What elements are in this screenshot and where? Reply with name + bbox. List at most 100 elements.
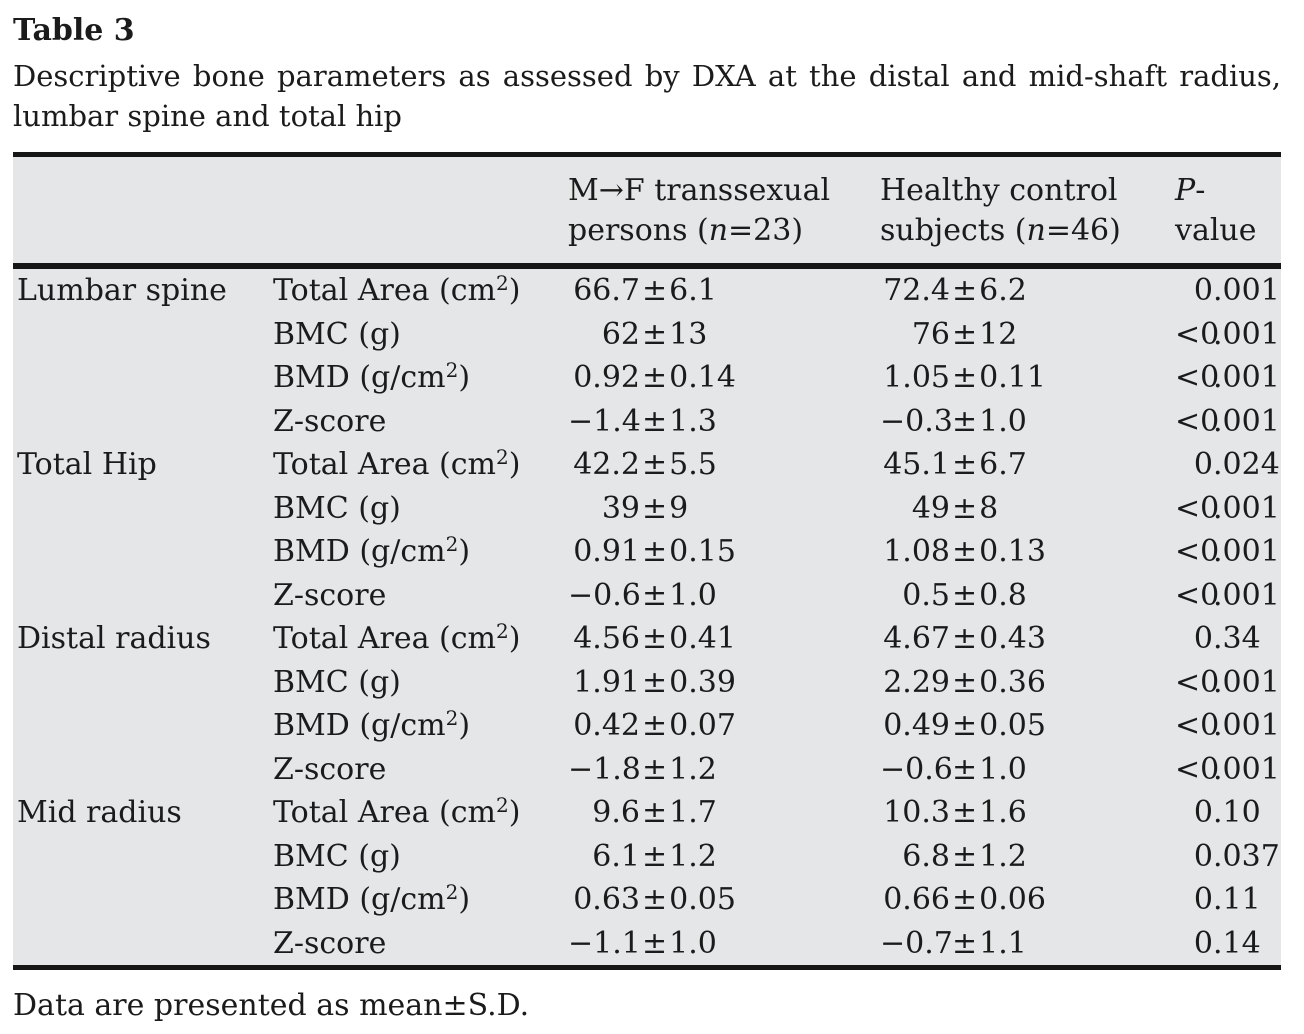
value-p: <0.001 xyxy=(1175,534,1280,569)
header-control-line1: Healthy control xyxy=(880,173,1118,208)
table-row: Lumbar spine Total Area (cm2) 66.7±6.1 7… xyxy=(13,269,1281,313)
value-control: 2.29±0.36 xyxy=(883,664,1046,700)
value-p: 0.10 xyxy=(1193,795,1261,830)
table-row: BMD (g/cm2) 0.42±0.07 0.49±0.05 <0.001 xyxy=(13,704,1281,748)
row-region: Lumbar spine xyxy=(17,273,227,308)
superscript: 2 xyxy=(495,793,509,817)
row-region xyxy=(13,356,273,400)
row-parameter: BMC (g) xyxy=(273,664,401,700)
row-parameter: BMC (g) xyxy=(273,490,401,526)
row-parameter: BMD (g/cm2) xyxy=(273,880,471,917)
value-mf: 0.42±0.07 xyxy=(573,708,736,743)
value-control: 4.67±0.43 xyxy=(883,621,1046,656)
value-p: 0.11 xyxy=(1193,882,1261,917)
row-parameter: Z-score xyxy=(273,577,387,613)
superscript: 2 xyxy=(445,358,459,382)
value-p: 0.037 xyxy=(1193,838,1280,874)
value-p: <0.001 xyxy=(1175,403,1280,439)
table-caption: Descriptive bone parameters as assessed … xyxy=(13,56,1281,136)
superscript: 2 xyxy=(445,706,459,730)
value-mf: 4.56±0.41 xyxy=(573,621,736,656)
row-region xyxy=(13,574,273,618)
row-parameter: BMC (g) xyxy=(273,838,401,874)
value-mf: 1.91±0.39 xyxy=(573,664,736,700)
value-mf: −1.4±1.3 xyxy=(568,403,717,439)
value-p: <0.001 xyxy=(1175,751,1280,787)
value-p: <0.001 xyxy=(1175,664,1280,700)
value-control: −0.6±1.0 xyxy=(880,751,1027,787)
row-parameter: Total Area (cm2) xyxy=(273,271,521,308)
value-control: 0.5±0.8 xyxy=(902,577,1027,613)
table-row: BMC (g) 39±9 49±8 <0.001 xyxy=(13,487,1281,531)
superscript: 2 xyxy=(495,619,509,643)
superscript: 2 xyxy=(445,880,459,904)
table-row: BMC (g) 6.1±1.2 6.8±1.2 0.037 xyxy=(13,835,1281,879)
data-table: M→F transsexual persons (n=23) Healthy c… xyxy=(13,152,1281,970)
row-region xyxy=(13,487,273,531)
row-region xyxy=(13,835,273,879)
value-control: 1.05±0.11 xyxy=(883,360,1046,395)
value-p: 0.001 xyxy=(1193,273,1280,308)
row-region xyxy=(13,878,273,922)
header-mf-line1: M→F transsexual xyxy=(568,173,831,208)
value-p: <0.001 xyxy=(1175,316,1280,352)
table-row: Z-score −1.1±1.0 −0.7±1.1 0.14 xyxy=(13,922,1281,966)
caption-line-2: lumbar spine and total hip xyxy=(13,99,402,133)
value-p: 0.024 xyxy=(1193,447,1280,482)
value-mf: 0.92±0.14 xyxy=(573,360,736,395)
header-control-column: Healthy control subjects (n=46) xyxy=(880,171,1175,263)
row-parameter: BMD (g/cm2) xyxy=(273,706,471,743)
value-control: −0.3±1.0 xyxy=(880,403,1027,439)
row-parameter: Total Area (cm2) xyxy=(273,445,521,482)
value-mf: 0.91±0.15 xyxy=(573,534,736,569)
superscript: 2 xyxy=(445,532,459,556)
row-parameter: BMC (g) xyxy=(273,316,401,352)
value-mf: −1.8±1.2 xyxy=(568,751,717,787)
table-row: Total Hip Total Area (cm2) 42.2±5.5 45.1… xyxy=(13,443,1281,487)
value-control: 6.8±1.2 xyxy=(902,838,1027,874)
table-row: BMD (g/cm2) 0.63±0.05 0.66±0.06 0.11 xyxy=(13,878,1281,922)
table-row: Z-score −0.6±1.0 0.5±0.8 <0.001 xyxy=(13,574,1281,618)
header-mf-column: M→F transsexual persons (n=23) xyxy=(568,171,880,263)
value-mf: 66.7±6.1 xyxy=(573,273,717,308)
row-region xyxy=(13,748,273,792)
value-control: 72.4±6.2 xyxy=(883,273,1027,308)
row-region xyxy=(13,922,273,966)
value-p: 0.14 xyxy=(1193,925,1261,961)
header-pvalue-column: P-value xyxy=(1175,173,1257,248)
table-row: BMD (g/cm2) 0.91±0.15 1.08±0.13 <0.001 xyxy=(13,530,1281,574)
table-bottom-rule xyxy=(13,965,1281,970)
value-control: 0.66±0.06 xyxy=(883,882,1046,917)
value-control: 76±12 xyxy=(911,316,1018,352)
table-footnote: Data are presented as mean±S.D. xyxy=(13,988,530,1023)
row-parameter: Z-score xyxy=(273,925,387,961)
value-p: <0.001 xyxy=(1175,360,1280,395)
value-mf: 9.6±1.7 xyxy=(592,795,717,830)
row-parameter: BMD (g/cm2) xyxy=(273,532,471,569)
table-header-row: M→F transsexual persons (n=23) Healthy c… xyxy=(13,157,1281,269)
caption-line-1: Descriptive bone parameters as assessed … xyxy=(13,59,1281,93)
table-row: Mid radius Total Area (cm2) 9.6±1.7 10.3… xyxy=(13,791,1281,835)
value-p: <0.001 xyxy=(1175,490,1280,526)
row-parameter: Total Area (cm2) xyxy=(273,793,521,830)
value-mf: 0.63±0.05 xyxy=(573,882,736,917)
table-row: Distal radius Total Area (cm2) 4.56±0.41… xyxy=(13,617,1281,661)
table-body: Lumbar spine Total Area (cm2) 66.7±6.1 7… xyxy=(13,269,1281,965)
header-region-column xyxy=(13,171,273,263)
superscript: 2 xyxy=(495,271,509,295)
row-parameter: Z-score xyxy=(273,751,387,787)
table-row: BMC (g) 62±13 76±12 <0.001 xyxy=(13,313,1281,357)
row-parameter: BMD (g/cm2) xyxy=(273,358,471,395)
table-row: Z-score −1.4±1.3 −0.3±1.0 <0.001 xyxy=(13,400,1281,444)
superscript: 2 xyxy=(495,445,509,469)
row-region: Total Hip xyxy=(17,447,157,482)
value-control: 45.1±6.7 xyxy=(883,447,1027,482)
row-region xyxy=(13,400,273,444)
value-mf: −1.1±1.0 xyxy=(568,925,717,961)
value-mf: −0.6±1.0 xyxy=(568,577,717,613)
table-row: BMD (g/cm2) 0.92±0.14 1.05±0.11 <0.001 xyxy=(13,356,1281,400)
value-control: 1.08±0.13 xyxy=(883,534,1046,569)
value-control: −0.7±1.1 xyxy=(880,925,1027,961)
table-row: Z-score −1.8±1.2 −0.6±1.0 <0.001 xyxy=(13,748,1281,792)
